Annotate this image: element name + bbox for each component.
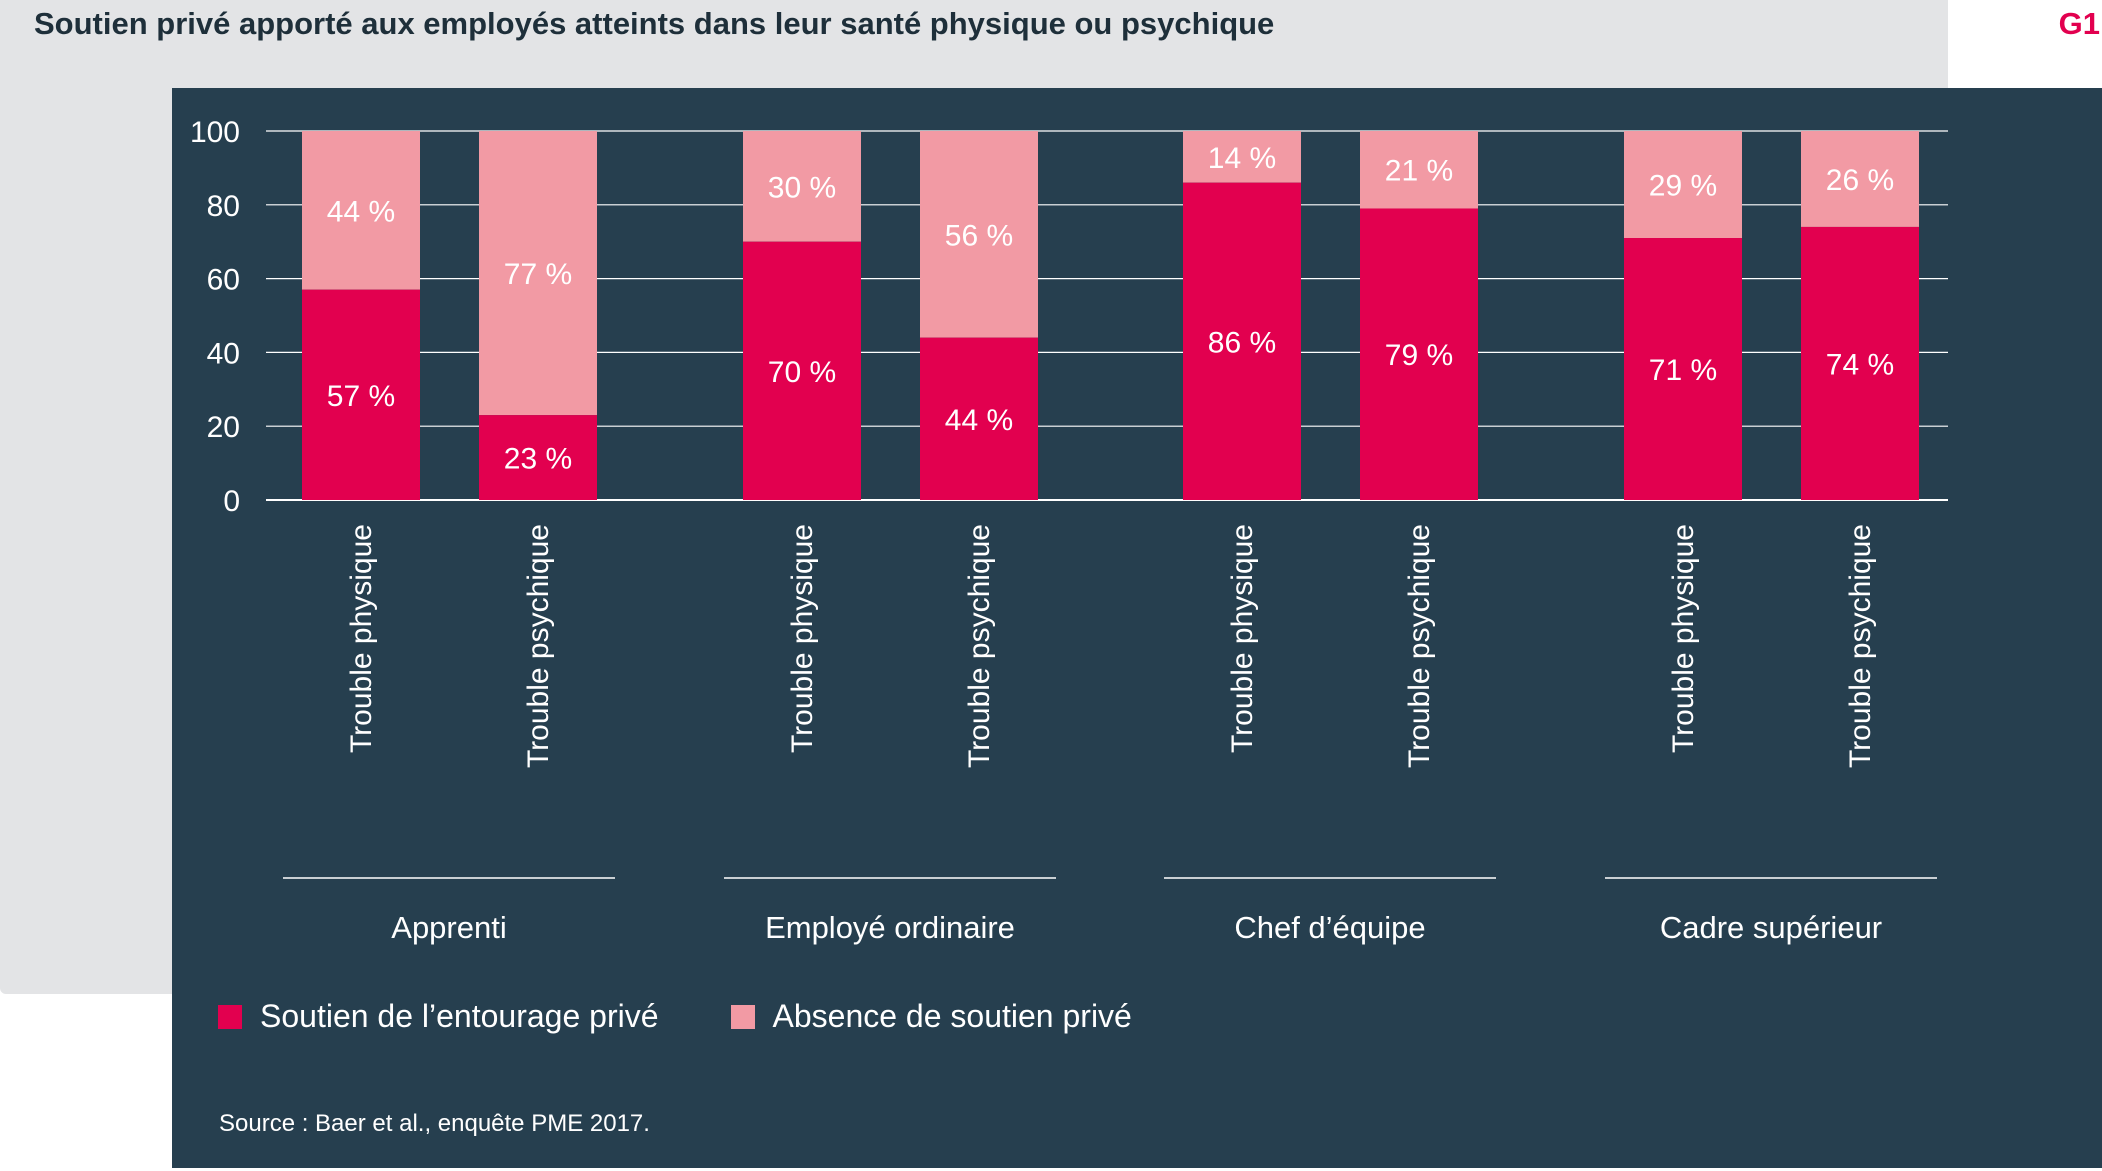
data-label-no-support: 30 % (768, 171, 836, 204)
x-tick-label: Trouble physique (786, 524, 819, 753)
data-label-support: 23 % (504, 443, 572, 476)
bar-segment-support (1801, 226, 1919, 500)
bar-segment-support (1360, 208, 1478, 501)
bar-segment-no-support (743, 131, 861, 242)
data-label-no-support: 77 % (504, 258, 572, 291)
bar-segment-no-support (920, 131, 1038, 338)
x-tick-label: Trouble psychique (963, 524, 996, 768)
bar-segment-support (920, 337, 1038, 500)
bar-segment-support (302, 289, 420, 500)
legend-item-no-support: Absence de soutien privé (730, 998, 1132, 1035)
legend: Soutien de l’entourage privé Absence de … (218, 998, 1132, 1035)
group-label: Employé ordinaire (765, 910, 1015, 945)
data-label-no-support: 29 % (1649, 170, 1717, 203)
data-label-no-support: 21 % (1385, 155, 1453, 188)
data-label-no-support: 26 % (1826, 164, 1894, 197)
y-tick-label: 100 (190, 116, 240, 149)
y-tick-label: 0 (223, 485, 240, 518)
data-label-support: 86 % (1208, 326, 1276, 359)
data-label-support: 44 % (945, 404, 1013, 437)
bar-segment-support (743, 241, 861, 500)
x-tick-label: Trouble psychique (1403, 524, 1436, 768)
bar-segment-no-support (1801, 131, 1919, 227)
figure-tag: G1 (2058, 6, 2100, 41)
group-label: Chef d’équipe (1234, 910, 1425, 945)
y-tick-label: 40 (207, 337, 240, 370)
x-tick-label: Trouble physique (1226, 524, 1259, 753)
y-tick-label: 60 (207, 264, 240, 297)
bar-segment-support (1183, 182, 1301, 500)
x-tick-label: Trouble psychique (522, 524, 555, 768)
legend-item-support: Soutien de l’entourage privé (218, 998, 659, 1035)
bar-segment-no-support (1360, 131, 1478, 209)
data-label-support: 74 % (1826, 348, 1894, 381)
data-label-support: 71 % (1649, 354, 1717, 387)
group-label: Apprenti (391, 910, 506, 945)
legend-label-no-support: Absence de soutien privé (772, 998, 1132, 1034)
bar-segment-no-support (479, 131, 597, 416)
data-label-no-support: 44 % (327, 195, 395, 228)
bar-segment-support (479, 415, 597, 500)
x-tick-label: Trouble physique (1667, 524, 1700, 753)
group-label: Cadre supérieur (1660, 910, 1882, 945)
bar-segment-no-support (1624, 131, 1742, 239)
bar-segment-no-support (1183, 131, 1301, 183)
bar-segment-no-support (302, 131, 420, 290)
legend-swatch-support (218, 1004, 242, 1029)
data-label-support: 79 % (1385, 339, 1453, 372)
x-tick-label: Trouble physique (345, 524, 378, 753)
legend-label-support: Soutien de l’entourage privé (260, 998, 659, 1034)
y-tick-label: 80 (207, 190, 240, 223)
data-label-support: 70 % (768, 356, 836, 389)
legend-swatch-no-support (730, 1004, 755, 1029)
bar-segment-support (1624, 238, 1742, 500)
data-label-no-support: 14 % (1208, 142, 1276, 175)
x-tick-label: Trouble psychique (1844, 524, 1877, 768)
data-label-support: 57 % (327, 380, 395, 413)
y-tick-label: 20 (207, 411, 240, 444)
source-note: Source : Baer et al., enquête PME 2017. (219, 1110, 650, 1137)
data-label-no-support: 56 % (945, 219, 1013, 252)
chart-title: Soutien privé apporté aux employés attei… (34, 6, 1275, 41)
